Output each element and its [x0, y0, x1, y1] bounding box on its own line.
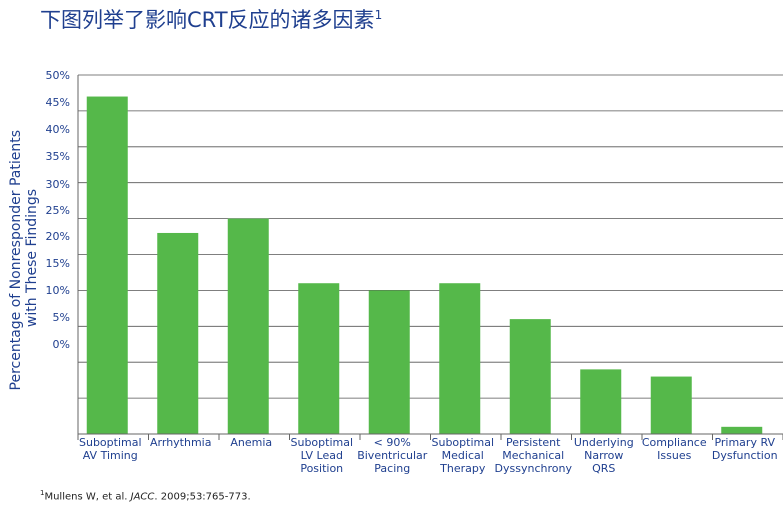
category-label-line: QRS [592, 462, 615, 475]
category-label: Persistent Mechanical Dyssynchrony [495, 436, 573, 475]
bar [650, 376, 692, 434]
y-tick-label: 20% [46, 230, 70, 243]
y-tick-label: 30% [46, 178, 70, 191]
y-axis-label-line-1: Percentage of Nonresponder Patients [8, 130, 24, 391]
category-label: Suboptimal AV Timing [79, 436, 142, 462]
bar [86, 96, 128, 434]
category-label-line: Mechanical [502, 449, 564, 462]
category-label: Underlying Narrow QRS [574, 436, 634, 475]
bar [439, 283, 481, 434]
x-axis [77, 75, 783, 440]
title-footnote-marker: 1 [374, 8, 383, 22]
footnote: 1Mullens W, et al. JACC. 2009;53:765-773… [40, 489, 251, 502]
chart-title: 下图列举了影响CRT反应的诸多因素1 [40, 4, 382, 34]
y-tick-label: 15% [46, 257, 70, 270]
category-label-line: AV Timing [83, 449, 138, 462]
bar [227, 218, 269, 434]
category-label: Compliance Issues [642, 436, 707, 462]
category-label: < 90% Biventricular Pacing [357, 436, 428, 475]
category-label-line: Position [300, 462, 343, 475]
y-tick-label: 0% [53, 338, 70, 351]
footnote-marker: 1 [40, 489, 45, 497]
category-label: Suboptimal LV Lead Position [290, 436, 353, 475]
category-label-line: Suboptimal [290, 436, 353, 449]
category-label-line: LV Lead [301, 449, 343, 462]
bar [580, 369, 622, 434]
category-label-line: Suboptimal [79, 436, 142, 449]
category-label-line: Persistent [506, 436, 561, 449]
bar [157, 232, 199, 434]
y-tick-label: 25% [46, 204, 70, 217]
y-tick-label: 50% [46, 69, 70, 82]
y-tick-label: 5% [53, 311, 70, 324]
bar [509, 319, 551, 434]
category-label: Arrhythmia [150, 436, 211, 449]
bar [721, 426, 763, 434]
y-axis-label: Percentage of Nonresponder Patients with… [8, 126, 40, 391]
category-label-line: Underlying [574, 436, 634, 449]
bar [368, 290, 410, 434]
category-label-line: Narrow [584, 449, 623, 462]
category-label-line: Anemia [230, 436, 272, 449]
footnote-authors: Mullens W, et al. [44, 491, 131, 503]
category-label: Primary RV Dysfunction [712, 436, 778, 462]
category-label-line: Dysfunction [712, 449, 778, 462]
category-label-line: Primary RV [714, 436, 775, 449]
category-label-line: Biventricular [357, 449, 428, 462]
bar-layer [86, 96, 763, 434]
category-label-line: Pacing [374, 462, 410, 475]
chart-title-text: 下图列举了影响CRT反应的诸多因素 [40, 8, 375, 32]
category-label-line: Compliance [642, 436, 707, 449]
y-tick-label: 45% [46, 96, 70, 109]
y-tick-labels: 50% 45% 40% 35% 30% 25% 20% 15% 10% 5% 0% [46, 69, 70, 351]
category-label-line: Therapy [439, 462, 486, 475]
category-label-line: < 90% [374, 436, 411, 449]
footnote-citation: . 2009;53:765-773. [154, 491, 251, 503]
category-label-line: Issues [657, 449, 691, 462]
category-label: Anemia [230, 436, 272, 449]
category-label-line: Arrhythmia [150, 436, 211, 449]
category-label-line: Medical [442, 449, 484, 462]
y-tick-label: 35% [46, 150, 70, 163]
category-label: Suboptimal Medical Therapy [431, 436, 494, 475]
y-axis-label-line-2: with These Findings [24, 189, 40, 327]
footnote-journal: JACC [130, 491, 155, 503]
y-tick-label: 10% [46, 284, 70, 297]
category-label-line: Dyssynchrony [495, 462, 573, 475]
y-tick-label: 40% [46, 123, 70, 136]
bar [298, 283, 340, 434]
category-label-line: Suboptimal [431, 436, 494, 449]
